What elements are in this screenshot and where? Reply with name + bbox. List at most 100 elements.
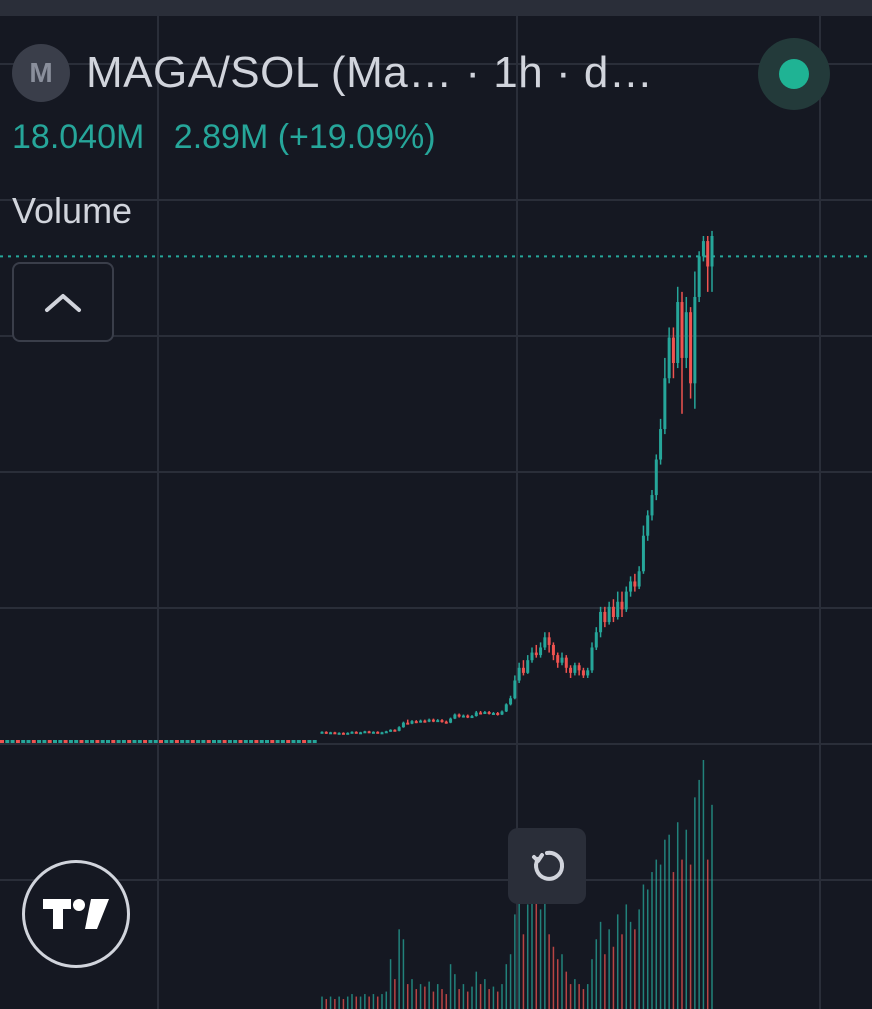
flat-candle [270,740,275,743]
volume-bar [526,904,529,1009]
volume-bar [488,989,490,1009]
volume-bar [689,864,692,1009]
candle-body [684,312,688,358]
flat-candle [37,740,42,743]
candle-body [637,571,641,587]
flat-candle [137,740,142,743]
volume-bar [509,954,512,1009]
volume-bar [462,984,465,1009]
volume-bar [544,889,546,1009]
volume-bar [449,964,452,1009]
candle-body [654,459,658,496]
candle-body [667,337,671,379]
candle-body [693,296,697,384]
tradingview-logo-icon[interactable] [22,860,130,968]
candle-body [517,667,521,681]
volume-bar [711,804,713,1009]
candle-body [449,718,453,723]
candle-body [616,601,620,617]
flat-candle [111,740,116,743]
candle-body [491,713,495,716]
candle-body [556,655,560,663]
flat-candle [159,740,163,743]
candle-body [376,731,380,734]
flat-candle [106,740,110,743]
candle-body [706,241,710,267]
volume-bar [351,994,353,1009]
volume-bar [355,996,358,1009]
candle-body [397,727,401,731]
volume-bar [466,991,469,1009]
flat-candle [53,740,57,743]
candle-body [440,720,444,723]
candle-body [333,732,337,735]
flat-candle [217,740,222,743]
candle-body [359,732,363,735]
flat-candle [116,740,121,743]
flat-candle [74,740,79,743]
volume-bar [389,959,392,1009]
volume-bar [668,834,670,1009]
candle-body [586,670,590,676]
volume-bar [552,946,555,1009]
flat-candle [291,740,296,743]
volume-bar [458,989,460,1009]
candle-body [701,241,705,257]
volume-bar [321,996,323,1009]
chart-header: M MAGA/SOL (Ma… · 1h · d… [12,40,653,106]
candle-body [410,721,414,724]
candle-body [329,732,333,735]
candle-body [354,731,358,734]
volume-value: 18.040M [12,118,145,156]
candle-body [431,719,435,722]
flat-candle [185,740,190,743]
flat-candle [275,740,280,743]
status-dot-icon [779,59,809,89]
symbol-icon[interactable]: M [12,44,70,102]
candle-body [624,591,628,610]
flat-candle [164,740,169,743]
flat-candle [180,740,185,743]
volume-change: 2.89M (+19.09%) [173,118,436,156]
flat-candle [0,740,4,743]
symbol-title[interactable]: MAGA/SOL (Ma… · 1h · d… [86,48,654,97]
flat-candle [90,740,95,743]
volume-bar [706,859,709,1009]
candle-body [393,729,397,732]
flat-candle [42,740,47,743]
volume-bar [445,994,448,1009]
flat-candle [95,740,100,743]
volume-bar [518,872,520,1009]
volume-bar [424,986,426,1009]
candle-body [457,714,461,717]
volume-bar [338,996,340,1009]
volume-bars [321,760,713,1009]
candle-body [581,670,585,676]
candle-body [530,652,534,661]
flat-candle [296,740,301,743]
collapse-legend-button[interactable] [12,262,114,342]
candle-body [320,731,324,734]
indicator-label[interactable]: Volume [12,190,133,231]
flat-candle [312,740,317,743]
volume-bar [471,986,473,1009]
volume-bar [629,921,632,1009]
reset-chart-button[interactable] [508,828,586,904]
volume-bar [604,954,606,1009]
volume-bar [664,839,666,1009]
candle-body [389,729,393,732]
flat-candle [84,740,89,743]
market-status-indicator[interactable] [758,38,830,110]
volume-bar [436,984,439,1009]
candle-body [611,606,615,617]
volume-bar [659,864,662,1009]
volume-bar [346,996,349,1009]
flat-candle [265,740,269,743]
flat-candle [302,740,307,743]
flat-candle [286,740,291,743]
volume-bar [428,981,430,1009]
flat-candle [227,740,232,743]
flat-candle [148,740,153,743]
volume-bar [591,959,593,1009]
